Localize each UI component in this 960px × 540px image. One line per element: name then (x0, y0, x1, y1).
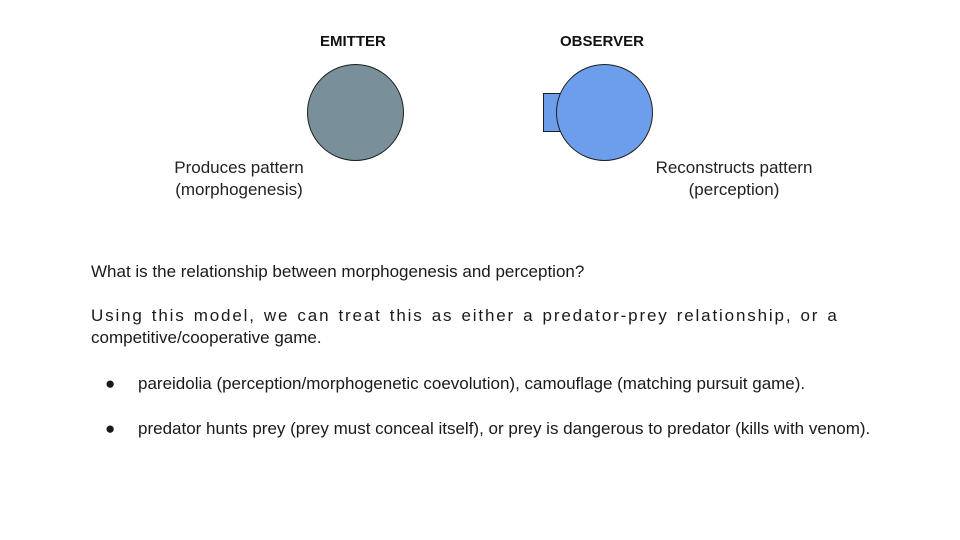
bullet-text: predator hunts prey (prey must conceal i… (138, 419, 871, 438)
observer-circle (556, 64, 653, 161)
emitter-caption: Produces pattern (morphogenesis) (158, 157, 320, 201)
emitter-heading: EMITTER (320, 33, 386, 50)
observer-heading: OBSERVER (560, 33, 644, 50)
model-paragraph-line2: competitive/cooperative game. (91, 328, 322, 347)
bullet-text: pareidolia (perception/morphogenetic coe… (138, 374, 806, 393)
bullet-marker: ● (105, 374, 116, 393)
model-paragraph-line1: Using this model, we can treat this as e… (91, 306, 839, 325)
observer-caption: Reconstructs pattern (perception) (636, 157, 832, 201)
bullet-marker: ● (105, 419, 116, 438)
emitter-caption-line1: Produces pattern (174, 158, 304, 177)
observer-caption-line1: Reconstructs pattern (655, 158, 813, 177)
model-paragraph: Using this model, we can treat this as e… (91, 305, 911, 349)
observer-caption-line2: (perception) (688, 180, 780, 199)
emitter-caption-line2: (morphogenesis) (175, 180, 303, 199)
emitter-circle (307, 64, 404, 161)
question-text: What is the relationship between morphog… (91, 262, 585, 281)
